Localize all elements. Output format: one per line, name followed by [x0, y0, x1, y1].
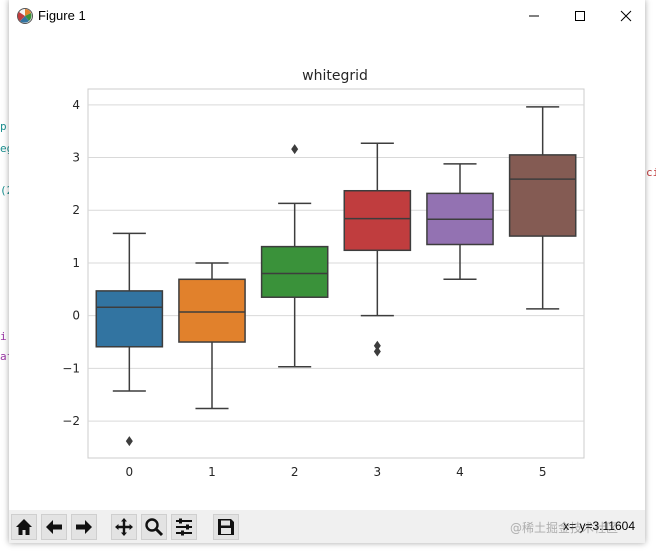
close-button[interactable]: [603, 0, 649, 32]
bg-code-fragment: p: [0, 120, 7, 133]
zoom-icon: [145, 518, 164, 537]
outlier-point: [373, 340, 381, 351]
x-tick-label: 3: [374, 465, 382, 479]
box-5: [508, 154, 577, 237]
x-tick-label: 4: [456, 465, 464, 479]
x-tick-label: 5: [539, 465, 547, 479]
bg-code-fragment: ci: [646, 166, 656, 179]
cursor-coordinates: x= y=3.11604: [563, 519, 635, 533]
forward-button[interactable]: [71, 514, 97, 540]
forward-arrow-icon: [76, 520, 92, 534]
y-tick-label: 1: [72, 256, 80, 270]
pan-button[interactable]: [111, 514, 137, 540]
maximize-button[interactable]: [557, 0, 603, 32]
y-tick-label: −1: [62, 361, 80, 375]
minimize-icon: [529, 15, 539, 17]
background-editor: p eg (2 i af: [0, 0, 13, 553]
window-titlebar[interactable]: Figure 1: [9, 0, 645, 32]
window-title: Figure 1: [38, 8, 86, 23]
maximize-icon: [575, 11, 585, 21]
configure-subplots-icon: [176, 518, 192, 536]
box-1: [178, 278, 246, 343]
plot-frame: [87, 88, 585, 459]
close-icon: [620, 10, 632, 22]
save-button[interactable]: [213, 514, 239, 540]
back-arrow-icon: [46, 520, 62, 534]
zoom-button[interactable]: [141, 514, 167, 540]
box-0: [95, 290, 164, 348]
y-tick-label: 2: [72, 203, 80, 217]
figure-window: Figure 1 whitegrid 0 1 2 3 4 5 −2 −1 0 1 2 3 4: [9, 0, 645, 543]
home-button[interactable]: [11, 514, 37, 540]
chart-title: whitegrid: [302, 68, 368, 84]
bg-code-fragment: i: [0, 330, 7, 343]
y-tick-label: 0: [72, 309, 80, 323]
pan-icon: [115, 518, 133, 536]
home-icon: [16, 519, 32, 535]
figure-canvas[interactable]: whitegrid 0 1 2 3 4 5 −2 −1 0 1 2 3 4: [9, 32, 645, 510]
y-tick-label: 4: [72, 98, 80, 112]
x-tick-label: 2: [291, 465, 299, 479]
watermark-text: @稀土掘金技术社区: [510, 521, 619, 535]
y-tick-label: 3: [72, 151, 80, 165]
box-2: [260, 245, 329, 298]
x-tick-label: 1: [208, 465, 216, 479]
configure-subplots-button[interactable]: [171, 514, 197, 540]
outlier-point: [125, 436, 133, 447]
navigation-toolbar: x= y=3.11604: [9, 510, 645, 543]
outlier-point: [373, 346, 381, 357]
matplotlib-app-icon: [16, 7, 34, 25]
back-button[interactable]: [41, 514, 67, 540]
x-tick-label: 0: [126, 465, 134, 479]
boxplot-chart: whitegrid 0 1 2 3 4 5 −2 −1 0 1 2 3 4: [62, 68, 585, 479]
y-tick-label: −2: [62, 414, 80, 428]
outlier-point: [291, 144, 299, 155]
save-icon: [218, 519, 234, 535]
box-3: [343, 189, 412, 252]
minimize-button[interactable]: [511, 0, 557, 32]
